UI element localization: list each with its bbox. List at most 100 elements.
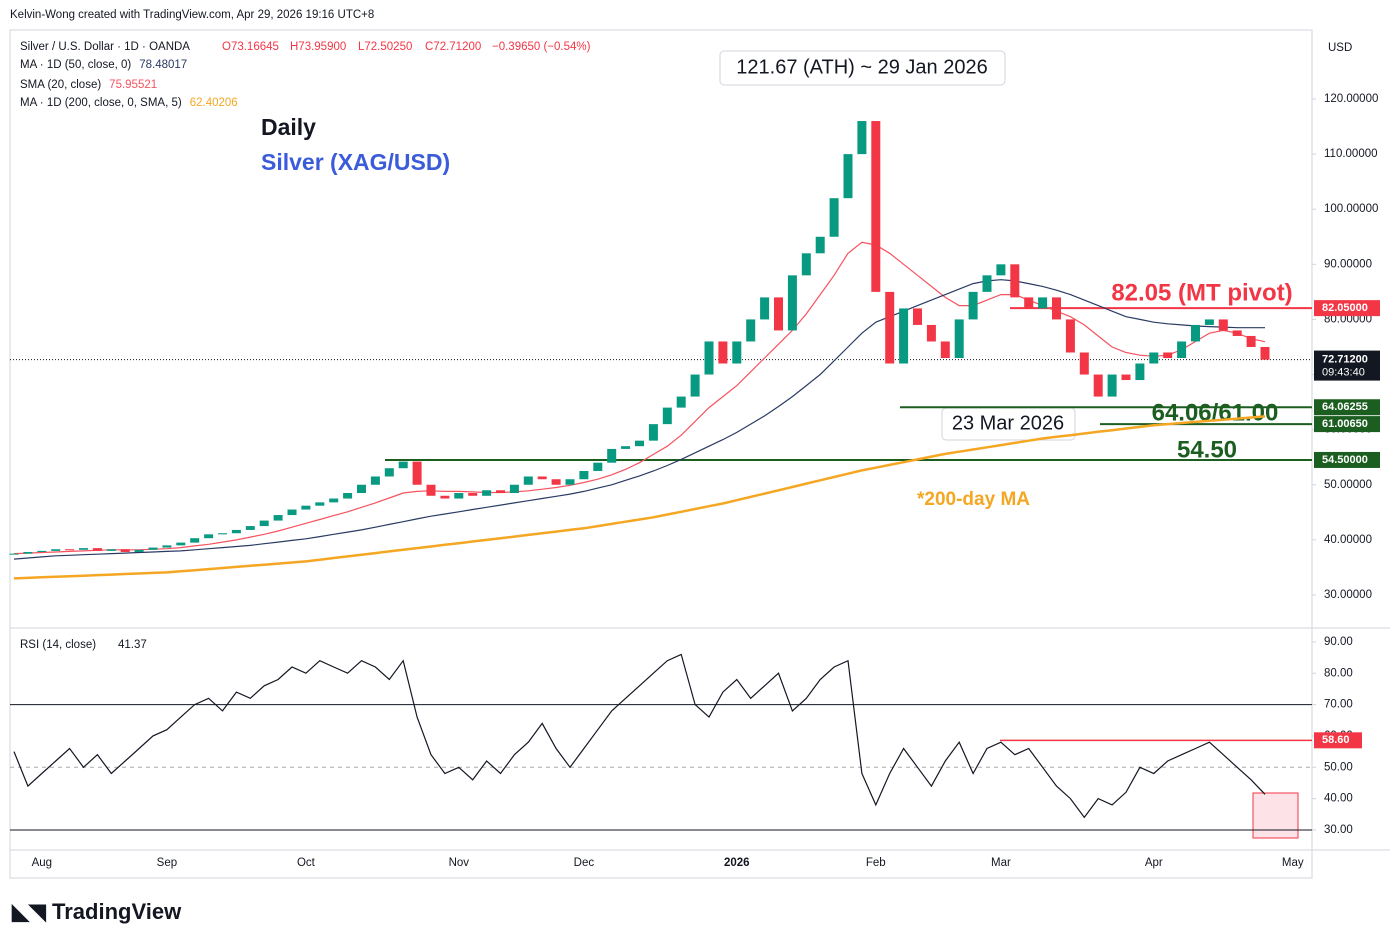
price-tag-label: 82.05000 (1322, 302, 1368, 314)
candle (1038, 297, 1048, 309)
change: −0.39650 (−0.54%) (492, 41, 591, 53)
candle (1149, 352, 1159, 364)
candle (162, 545, 172, 548)
x-tick-label: Sep (157, 857, 177, 869)
candle (496, 490, 505, 494)
candle (551, 479, 561, 485)
candle (370, 476, 380, 485)
frame (9, 29, 1313, 879)
rsi-line (13, 653, 1266, 819)
price-tag (1314, 732, 1362, 749)
candle (468, 493, 478, 496)
candle (843, 154, 853, 199)
candle (315, 502, 325, 506)
y-tick-label: 80.00000 (1324, 313, 1372, 325)
header: Kelvin-Wong created with TradingView.com… (10, 9, 374, 21)
legend-label: MA · 1D (200, close, 0, SMA, 5) (20, 97, 182, 109)
candle (690, 374, 700, 397)
rsi-value: 41.37 (118, 639, 147, 651)
candle (1107, 374, 1117, 397)
candle (65, 549, 75, 551)
candle (120, 549, 130, 552)
candle (176, 542, 186, 546)
candle (1218, 319, 1228, 331)
candle (23, 551, 33, 554)
candle (899, 308, 909, 364)
price-tag-label: 54.50000 (1322, 454, 1368, 466)
candle (509, 484, 519, 494)
candle (329, 498, 339, 503)
symbol: Silver / U.S. Dollar · 1D · OANDA (20, 41, 190, 53)
candle (662, 407, 672, 425)
price-tag-label: 58.60 (1322, 734, 1350, 746)
candle (648, 424, 658, 441)
candle (51, 549, 61, 551)
candle (954, 319, 964, 359)
candle (968, 291, 978, 320)
annotation: Daily (261, 114, 316, 140)
candle (871, 121, 881, 292)
candle (398, 461, 408, 469)
candle (1260, 346, 1270, 360)
y-tick-label: 30.00 (1324, 824, 1353, 836)
candle (1065, 319, 1075, 353)
candle (635, 440, 644, 447)
candle (1079, 352, 1089, 375)
candle (1135, 363, 1145, 381)
candle (357, 484, 366, 494)
candle (913, 308, 922, 325)
candle (718, 341, 728, 364)
price-tag (1314, 416, 1380, 433)
watermark: TradingView (52, 899, 182, 924)
highlight-box (1252, 792, 1299, 839)
candle (259, 520, 269, 527)
candle (1024, 297, 1034, 309)
price-tag-label: 61.00650 (1322, 418, 1368, 430)
x-tick-label: May (1282, 857, 1304, 869)
candle (996, 264, 1006, 276)
x-tick-label: Aug (32, 857, 52, 869)
candle (1121, 374, 1131, 381)
y-tick-label: 40.00 (1324, 793, 1353, 805)
candle (801, 253, 811, 276)
y-tick-label: 90.00000 (1324, 258, 1372, 270)
candle (926, 324, 936, 342)
candle (537, 476, 547, 480)
y-tick-label: 90.00 (1324, 636, 1353, 648)
candle (829, 198, 839, 237)
candle (106, 549, 116, 551)
candle (218, 533, 227, 535)
candle (343, 493, 353, 499)
ohlc: O73.16645 (222, 41, 279, 53)
price-tag-label: 64.06255 (1322, 401, 1368, 413)
candle (1246, 335, 1256, 347)
ma-line (13, 415, 1266, 580)
candle (565, 479, 575, 485)
candle (676, 396, 686, 408)
legend-value: 78.48017 (139, 59, 187, 71)
candle (1191, 324, 1200, 342)
x-tick-label: Nov (449, 857, 470, 869)
price-tag (1314, 300, 1380, 317)
candle (440, 495, 450, 499)
candle (92, 548, 102, 551)
ohlc: C72.71200 (425, 41, 481, 53)
candle (787, 275, 797, 331)
y-tick-label: 70.00 (1324, 699, 1353, 711)
annotation: 121.67 (ATH) ~ 29 Jan 2026 (736, 56, 987, 78)
ohlc: H73.95900 (290, 41, 346, 53)
candle (384, 468, 394, 477)
annotation: 54.50 (1177, 436, 1237, 463)
candle (454, 493, 464, 499)
x-tick-label: Mar (991, 857, 1011, 869)
candle (1052, 297, 1061, 320)
candle (815, 236, 825, 254)
candle (579, 470, 589, 480)
x-tick-label: Oct (297, 857, 316, 869)
candle (982, 275, 992, 292)
candle (231, 529, 241, 534)
candle (1093, 374, 1103, 397)
candle (704, 341, 714, 375)
